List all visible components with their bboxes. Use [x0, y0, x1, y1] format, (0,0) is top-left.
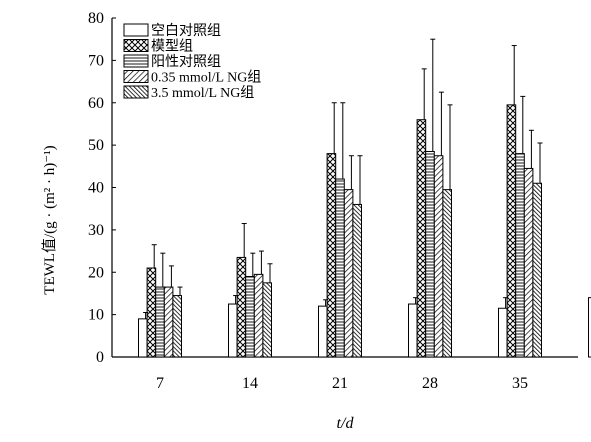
legend-label-2: 模型组	[151, 39, 193, 55]
y-tick-label: 50	[88, 137, 104, 154]
bar-day35-series4	[524, 168, 533, 357]
x-axis-title: t/d	[337, 415, 355, 432]
legend-label-4: 0.35 mmol/L NG组	[151, 70, 261, 86]
x-tick-label: 21	[332, 375, 348, 392]
x-tick-label: 14	[242, 375, 258, 392]
bar-day35-series2	[507, 105, 516, 357]
y-tick-label: 60	[88, 95, 104, 112]
bar-day7-series1	[139, 319, 148, 357]
y-tick-label: 40	[88, 180, 104, 197]
x-tick-label: 7	[156, 375, 164, 392]
bar-day35-series3	[516, 154, 525, 357]
bar-day14-series2	[237, 257, 246, 357]
bar-day21-series5	[353, 204, 362, 357]
bar-day21-series4	[344, 190, 353, 357]
bar-day21-series1	[319, 306, 328, 357]
bar-day14-series3	[246, 276, 255, 357]
bar-day28-series3	[426, 151, 435, 357]
bar-day35-series1	[499, 308, 508, 357]
bar-day14-series4	[254, 274, 263, 357]
y-tick-label: 10	[88, 307, 104, 324]
legend-label-5: 3.5 mmol/L NG组	[151, 85, 254, 101]
x-tick-label: 35	[512, 375, 528, 392]
legend-swatch-2	[124, 40, 148, 52]
y-tick-label: 80	[88, 10, 104, 27]
bar-day28-series2	[417, 120, 426, 357]
bar-day28-series1	[409, 304, 418, 357]
bar-day21-series2	[327, 154, 336, 357]
bar-day7-series2	[147, 268, 156, 357]
legend-label-1: 空白对照组	[151, 23, 221, 39]
legend-swatch-4	[124, 71, 148, 83]
y-tick-label: 30	[88, 222, 104, 239]
y-tick-label: 70	[88, 52, 104, 69]
bar-day14-series5	[263, 283, 272, 357]
legend-swatch-1	[124, 24, 148, 36]
bar-day7-series3	[156, 287, 165, 357]
legend-swatch-5	[124, 86, 148, 98]
x-tick-label: 28	[422, 375, 438, 392]
y-tick-label: 0	[96, 349, 104, 366]
legend-label-3: 阳性对照组	[151, 54, 221, 70]
bar-day14-series1	[229, 304, 238, 357]
bar-day21-series3	[336, 179, 345, 357]
legend-swatch-3	[124, 55, 148, 67]
bar-day35-series5	[533, 183, 542, 357]
bar-day28-series5	[443, 190, 452, 357]
bar-day7-series4	[164, 287, 173, 357]
bar-day28-series4	[434, 156, 443, 357]
y-axis-title: TEWL值/(g · (m² · h)⁻¹)	[41, 145, 58, 294]
bar-day7-series5	[173, 296, 182, 357]
y-tick-label: 20	[88, 264, 104, 281]
